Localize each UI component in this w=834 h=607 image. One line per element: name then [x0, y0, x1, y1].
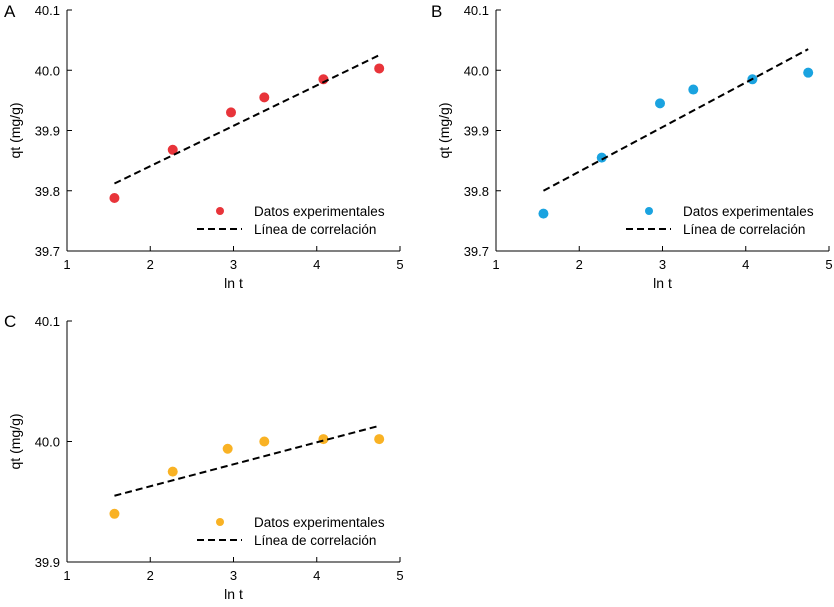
data-point [318, 434, 329, 445]
data-point [374, 63, 385, 74]
legend-marker-swatch [216, 207, 224, 215]
y-tick-label: 40.1 [464, 3, 489, 18]
legend-label: Línea de correlación [254, 222, 376, 237]
y-tick-label: 40.0 [464, 63, 489, 78]
correlation-line [114, 424, 380, 497]
legend: Datos experimentales Línea de correlación [626, 204, 814, 237]
x-tick-label: 4 [742, 257, 749, 272]
x-tick-label: 1 [492, 257, 499, 272]
x-tick-label: 2 [147, 568, 154, 583]
y-axis-label: qt (mg/g) [7, 102, 23, 158]
data-point [596, 152, 607, 163]
panel-c: C 1 2 3 4 5 39.9 40.0 40.1 ln t qt (mg/g) Datos exp… [4, 312, 404, 602]
y-tick-label: 39.7 [464, 244, 489, 259]
x-tick-label: 5 [825, 257, 832, 272]
data-point [259, 436, 270, 447]
y-tick-label: 39.9 [35, 124, 60, 139]
x-tick-label: 5 [396, 568, 403, 583]
legend-marker-swatch [216, 518, 224, 526]
y-tick-label: 40.0 [35, 63, 60, 78]
y-tick-label: 40.1 [35, 314, 60, 329]
panel-b-letter: B [431, 2, 442, 21]
legend: Datos experimentales Línea de correlación [197, 515, 385, 548]
y-axis-label: qt (mg/g) [7, 413, 23, 469]
data-point [655, 98, 666, 109]
y-tick-label: 40.1 [35, 3, 60, 18]
legend: Datos experimentales Línea de correlación [197, 204, 385, 237]
legend-label: Datos experimentales [254, 204, 385, 219]
legend-marker-swatch [645, 207, 653, 215]
panel-c-letter: C [4, 312, 16, 331]
y-tick-label: 40.0 [35, 435, 60, 450]
data-point [259, 92, 270, 103]
data-point [222, 443, 233, 454]
data-point [167, 466, 178, 477]
x-tick-label: 1 [63, 568, 70, 583]
x-axis-label: ln t [224, 586, 243, 602]
data-point [803, 67, 814, 78]
legend-label: Línea de correlación [683, 222, 805, 237]
x-axis-label: ln t [224, 275, 243, 291]
panel-a-letter: A [4, 2, 16, 21]
y-tick-label: 39.7 [35, 244, 60, 259]
panel-b: B 1 2 3 4 5 39.7 39.8 39.9 40.0 40.1 ln t qt (mg/g) D… [431, 2, 833, 291]
legend-label: Datos experimentales [254, 515, 385, 530]
y-tick-label: 39.9 [35, 555, 60, 570]
x-axis-label: ln t [653, 275, 672, 291]
data-point [109, 192, 120, 203]
x-tick-label: 3 [659, 257, 666, 272]
data-point [538, 208, 549, 219]
y-tick-label: 39.8 [464, 184, 489, 199]
x-tick-label: 3 [230, 257, 237, 272]
y-tick-label: 39.8 [35, 184, 60, 199]
y-tick-label: 39.9 [464, 124, 489, 139]
x-tick-label: 2 [576, 257, 583, 272]
legend-label: Línea de correlación [254, 533, 376, 548]
x-tick-label: 1 [63, 257, 70, 272]
x-tick-label: 3 [230, 568, 237, 583]
data-point [226, 107, 237, 118]
legend-label: Datos experimentales [683, 204, 814, 219]
data-point [688, 84, 699, 95]
correlation-line [114, 54, 380, 185]
data-point [374, 434, 385, 445]
x-tick-label: 4 [313, 568, 320, 583]
panel-a: A 1 2 3 4 5 39.7 39.8 39.9 40.0 40.1 ln t qt (mg/g) D… [4, 2, 404, 291]
correlation-line [542, 48, 809, 192]
data-point [167, 144, 178, 155]
x-tick-label: 4 [313, 257, 320, 272]
x-tick-label: 2 [147, 257, 154, 272]
y-axis-label: qt (mg/g) [436, 102, 452, 158]
data-point [109, 508, 120, 519]
x-tick-label: 5 [396, 257, 403, 272]
